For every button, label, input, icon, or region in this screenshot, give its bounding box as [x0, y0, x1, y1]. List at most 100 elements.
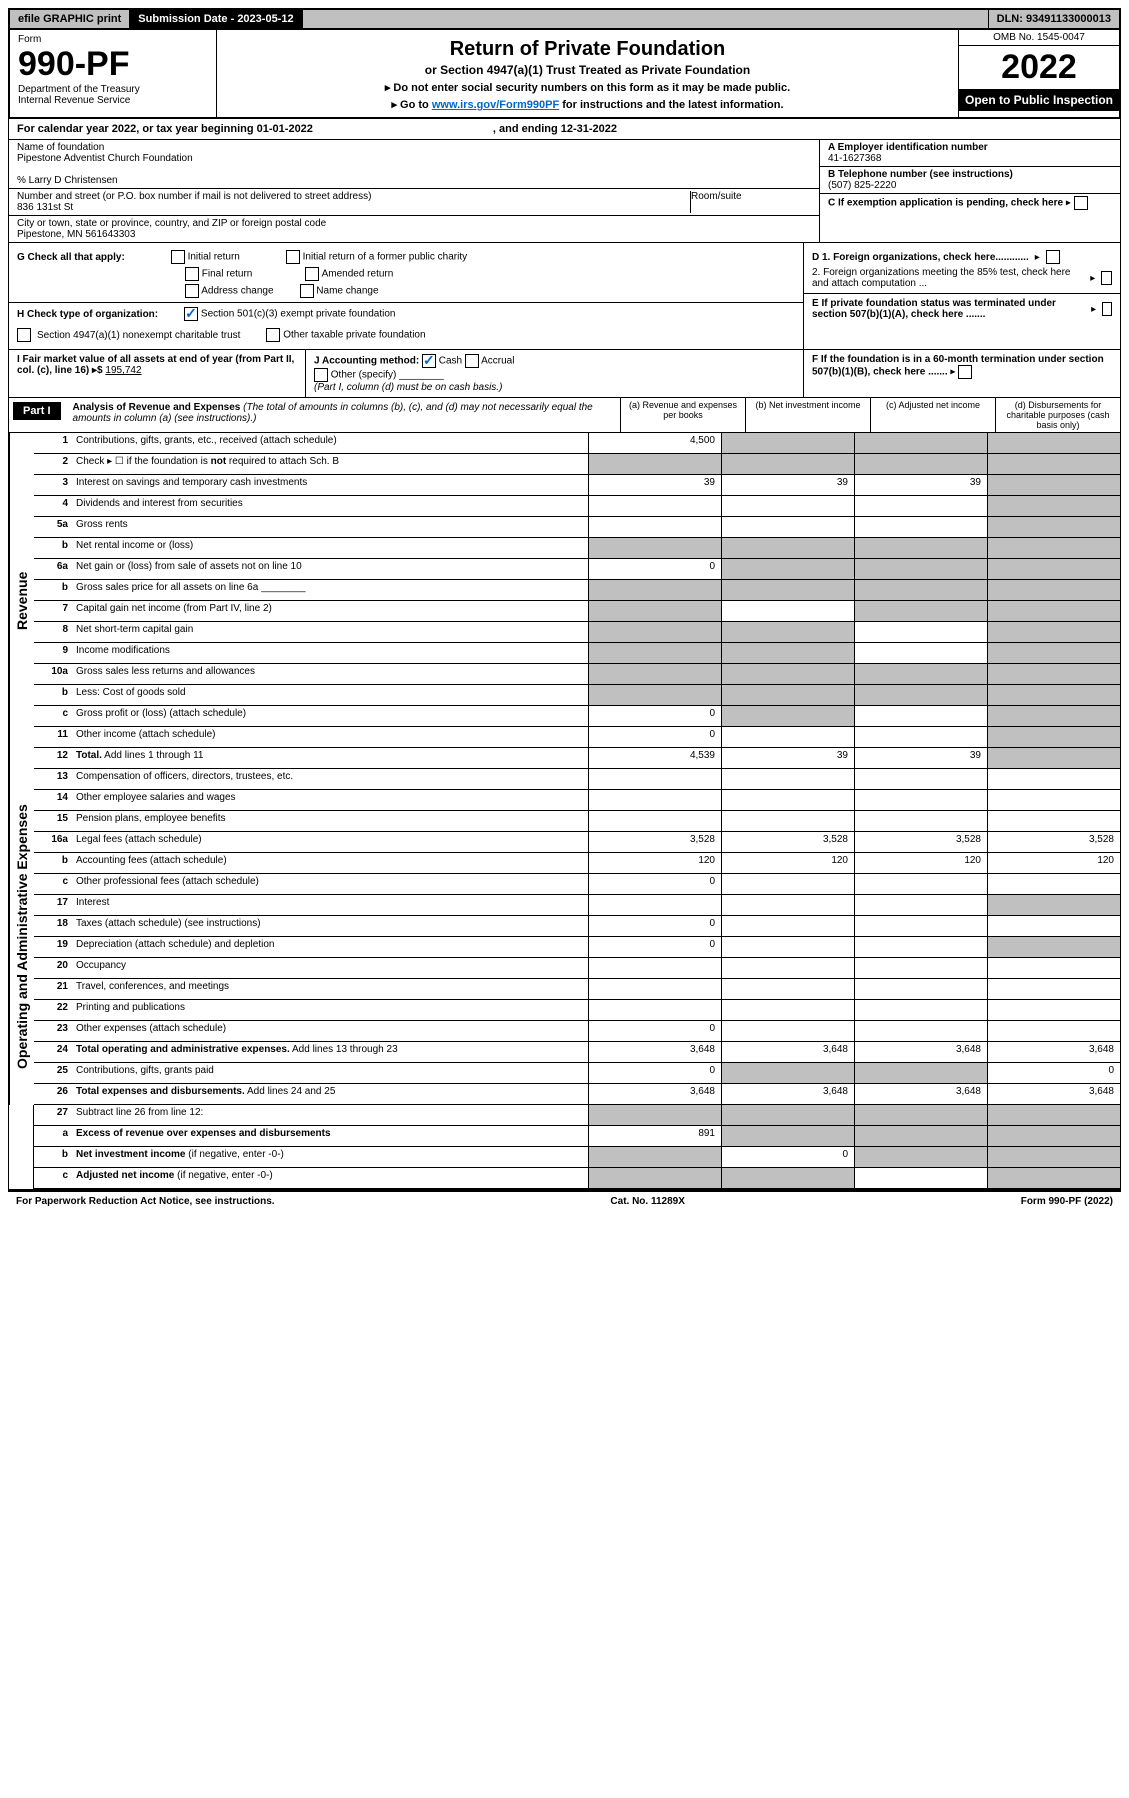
fmv-accounting-row: I Fair market value of all assets at end… — [8, 350, 1121, 398]
omb-number: OMB No. 1545-0047 — [959, 30, 1119, 46]
table-row: 12Total. Add lines 1 through 114,5393939 — [34, 748, 1120, 769]
cell-b — [721, 1000, 854, 1020]
address-change-checkbox[interactable] — [185, 284, 199, 298]
cell-a — [588, 496, 721, 516]
d1-checkbox[interactable] — [1046, 250, 1060, 264]
4947-checkbox[interactable] — [17, 328, 31, 342]
f-checkbox[interactable] — [958, 365, 972, 379]
cell-d — [987, 979, 1120, 999]
cell-d — [987, 580, 1120, 600]
net-rows: 27Subtract line 26 from line 12:aExcess … — [34, 1105, 1120, 1189]
cell-c — [854, 517, 987, 537]
line-number: 20 — [34, 958, 72, 978]
line-number: 18 — [34, 916, 72, 936]
line-label: Pension plans, employee benefits — [72, 811, 588, 831]
table-row: cAdjusted net income (if negative, enter… — [34, 1168, 1120, 1189]
cell-b — [721, 643, 854, 663]
cell-b — [721, 727, 854, 747]
cell-b — [721, 1021, 854, 1041]
cell-c — [854, 538, 987, 558]
line-number: c — [34, 1168, 72, 1188]
f-block: F If the foundation is in a 60-month ter… — [804, 350, 1120, 397]
irs-link[interactable]: www.irs.gov/Form990PF — [432, 99, 559, 111]
cell-a — [588, 685, 721, 705]
table-row: 2Check ▸ ☐ if the foundation is not requ… — [34, 454, 1120, 475]
line-label: Legal fees (attach schedule) — [72, 832, 588, 852]
department-label: Department of the Treasury — [18, 84, 208, 95]
amended-checkbox[interactable] — [305, 267, 319, 281]
cell-c — [854, 622, 987, 642]
expenses-table: Operating and Administrative Expenses 13… — [8, 769, 1121, 1105]
name-change-checkbox[interactable] — [300, 284, 314, 298]
cell-c — [854, 916, 987, 936]
501c3-checkbox[interactable] — [184, 307, 198, 321]
final-checkbox[interactable] — [185, 267, 199, 281]
line-number: 19 — [34, 937, 72, 957]
cell-d — [987, 538, 1120, 558]
table-row: 17Interest — [34, 895, 1120, 916]
e-checkbox[interactable] — [1102, 302, 1112, 316]
part1-desc: Analysis of Revenue and Expenses (The to… — [65, 398, 620, 432]
foundation-name: Pipestone Adventist Church Foundation — [17, 153, 193, 164]
cell-d — [987, 517, 1120, 537]
line-label: Compensation of officers, directors, tru… — [72, 769, 588, 789]
cell-c — [854, 580, 987, 600]
cell-c: 120 — [854, 853, 987, 873]
cell-b — [721, 1063, 854, 1083]
d2-checkbox[interactable] — [1101, 271, 1112, 285]
line-number: a — [34, 1126, 72, 1146]
cell-c — [854, 769, 987, 789]
initial-checkbox[interactable] — [171, 250, 185, 264]
line-label: Less: Cost of goods sold — [72, 685, 588, 705]
line-label: Printing and publications — [72, 1000, 588, 1020]
form-label: Form — [18, 34, 208, 45]
other-taxable-checkbox[interactable] — [266, 328, 280, 342]
cell-c: 39 — [854, 475, 987, 495]
form-title: Return of Private Foundation — [223, 38, 952, 61]
table-row: 9Income modifications — [34, 643, 1120, 664]
cell-d: 120 — [987, 853, 1120, 873]
cell-a: 0 — [588, 937, 721, 957]
expense-rows: 13Compensation of officers, directors, t… — [34, 769, 1120, 1105]
fmv-block: I Fair market value of all assets at end… — [9, 350, 306, 397]
cell-b: 120 — [721, 853, 854, 873]
cell-b — [721, 517, 854, 537]
id-right: A Employer identification number 41-1627… — [819, 140, 1120, 242]
line-label: Subtract line 26 from line 12: — [72, 1105, 588, 1125]
cell-a: 0 — [588, 727, 721, 747]
cell-a — [588, 643, 721, 663]
header-left: Form 990-PF Department of the Treasury I… — [10, 30, 217, 117]
line-label: Capital gain net income (from Part IV, l… — [72, 601, 588, 621]
accrual-checkbox[interactable] — [465, 354, 479, 368]
cell-c — [854, 433, 987, 453]
other-method-checkbox[interactable] — [314, 368, 328, 382]
id-left: Name of foundation Pipestone Adventist C… — [9, 140, 819, 242]
cell-d — [987, 937, 1120, 957]
accounting-block: J Accounting method: Cash Accrual Other … — [306, 350, 804, 397]
initial-former-checkbox[interactable] — [286, 250, 300, 264]
submission-date: Submission Date - 2023-05-12 — [130, 10, 302, 28]
cell-a — [588, 979, 721, 999]
cash-checkbox[interactable] — [422, 354, 436, 368]
line-label: Occupancy — [72, 958, 588, 978]
cell-c — [854, 874, 987, 894]
table-row: 4Dividends and interest from securities — [34, 496, 1120, 517]
cell-b — [721, 559, 854, 579]
cell-c — [854, 496, 987, 516]
table-row: bNet investment income (if negative, ent… — [34, 1147, 1120, 1168]
line-label: Contributions, gifts, grants paid — [72, 1063, 588, 1083]
cell-c — [854, 1000, 987, 1020]
c-checkbox[interactable] — [1074, 196, 1088, 210]
line-label: Taxes (attach schedule) (see instruction… — [72, 916, 588, 936]
cell-c — [854, 664, 987, 684]
footer-right: Form 990-PF (2022) — [1021, 1196, 1113, 1207]
cell-a — [588, 895, 721, 915]
col-b-head: (b) Net investment income — [745, 398, 870, 432]
line-label: Depreciation (attach schedule) and deple… — [72, 937, 588, 957]
cell-a: 3,648 — [588, 1042, 721, 1062]
line-label: Net gain or (loss) from sale of assets n… — [72, 559, 588, 579]
cell-a — [588, 538, 721, 558]
cell-c — [854, 895, 987, 915]
table-row: 13Compensation of officers, directors, t… — [34, 769, 1120, 790]
dln-label: DLN: 93491133000013 — [988, 10, 1119, 28]
